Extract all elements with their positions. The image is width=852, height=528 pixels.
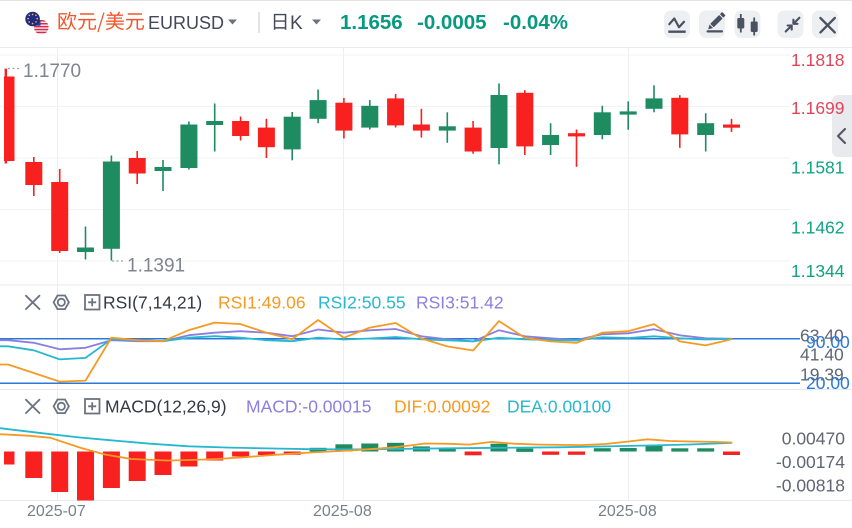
- svg-text:RSI1:49.06: RSI1:49.06: [218, 293, 306, 313]
- svg-text:1.1344: 1.1344: [791, 261, 845, 281]
- svg-text:DIF:0.00092: DIF:0.00092: [394, 397, 490, 417]
- svg-text:-0.00174: -0.00174: [776, 452, 845, 472]
- svg-text:RSI2:50.55: RSI2:50.55: [318, 293, 406, 313]
- svg-text:DEA:0.00100: DEA:0.00100: [507, 397, 611, 417]
- svg-text:-0.04%: -0.04%: [503, 11, 568, 34]
- svg-text:1.1699: 1.1699: [791, 98, 845, 118]
- svg-text:41.40: 41.40: [800, 345, 844, 365]
- svg-text:RSI3:51.42: RSI3:51.42: [416, 293, 504, 313]
- svg-text:1.1391: 1.1391: [127, 255, 185, 276]
- svg-text:2025-08: 2025-08: [598, 503, 657, 520]
- svg-text:1.1818: 1.1818: [791, 50, 845, 70]
- svg-text:RSI(7,14,21): RSI(7,14,21): [103, 293, 202, 313]
- svg-text:MACD:-0.00015: MACD:-0.00015: [246, 397, 371, 417]
- svg-text:0.00470: 0.00470: [782, 429, 846, 449]
- svg-text:-0.00818: -0.00818: [776, 475, 845, 495]
- svg-text:2025-08: 2025-08: [313, 503, 372, 520]
- svg-text:K: K: [290, 13, 303, 34]
- svg-text:63.40: 63.40: [800, 326, 844, 346]
- svg-text:2025-07: 2025-07: [27, 503, 86, 520]
- svg-text:20.00: 20.00: [806, 373, 850, 393]
- svg-text:-0.0005: -0.0005: [417, 11, 487, 34]
- svg-text:1.1462: 1.1462: [791, 218, 845, 238]
- svg-text:1.1581: 1.1581: [791, 158, 845, 178]
- svg-text:19.39: 19.39: [800, 365, 844, 385]
- svg-text:1.1770: 1.1770: [23, 61, 81, 82]
- svg-text:1.1656: 1.1656: [340, 11, 403, 34]
- svg-text:EURUSD: EURUSD: [148, 13, 224, 33]
- svg-text:90.00: 90.00: [806, 332, 850, 352]
- svg-text:MACD(12,26,9): MACD(12,26,9): [105, 397, 227, 417]
